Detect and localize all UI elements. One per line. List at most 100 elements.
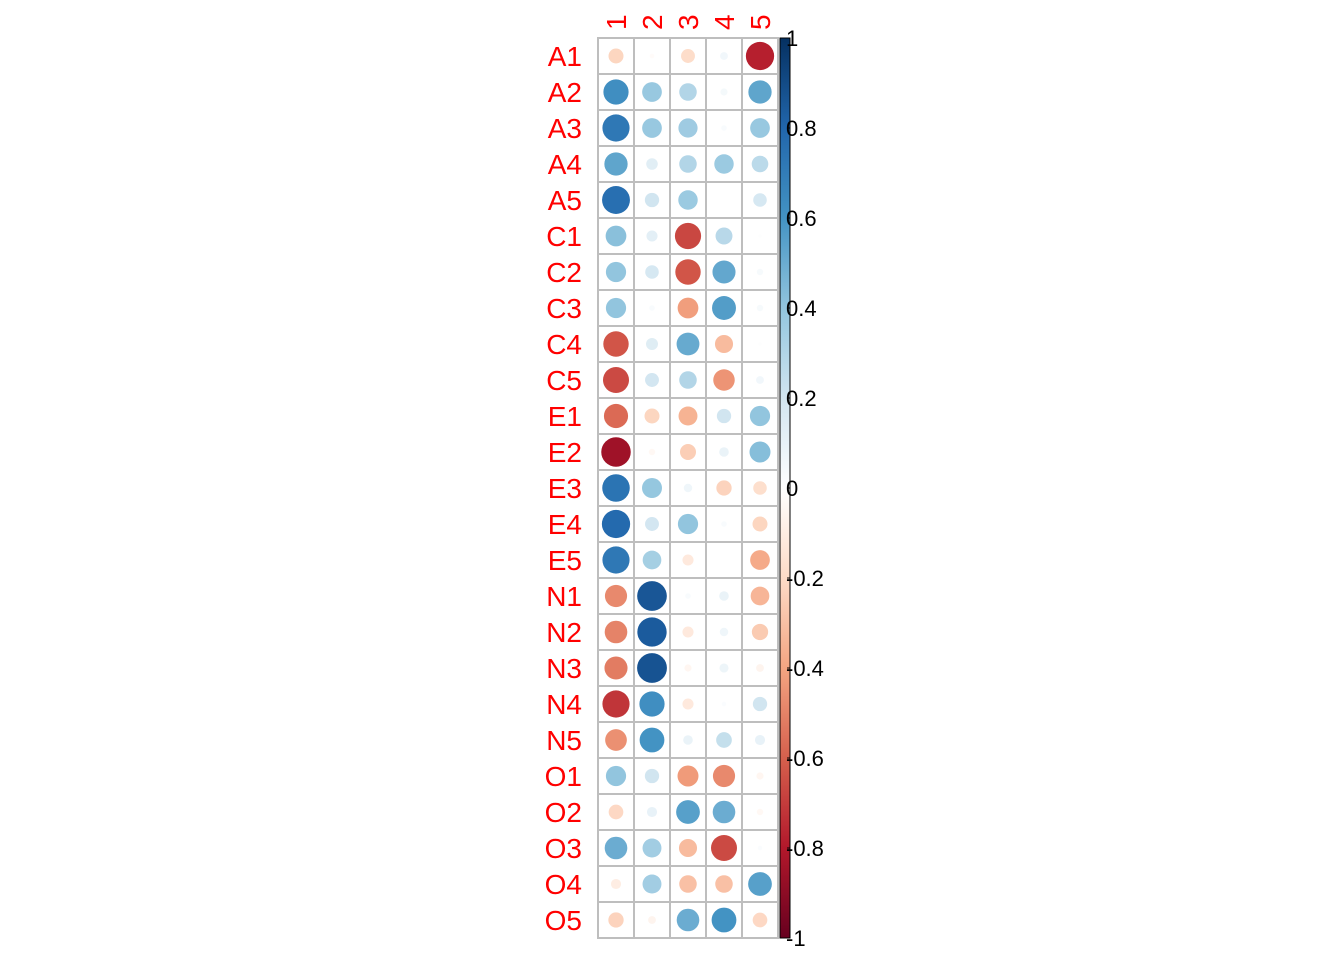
- colorbar-tick-label: 0.6: [786, 206, 817, 231]
- corr-circle-E4-4: [721, 521, 727, 527]
- corr-circle-O1-4: [712, 764, 736, 788]
- corr-circle-A2-2: [642, 82, 662, 102]
- column-label: 5: [745, 14, 776, 30]
- corr-circle-A3-5: [750, 118, 770, 138]
- row-label: O5: [545, 905, 582, 936]
- corr-circle-C2-4: [712, 260, 736, 284]
- corr-circle-O2-1: [608, 804, 624, 820]
- corr-circle-O4-3: [679, 875, 697, 893]
- row-label: N2: [546, 617, 582, 648]
- corr-circle-C3-3: [677, 297, 699, 319]
- corr-circle-O4-1: [610, 878, 622, 890]
- corr-circle-C4-1: [603, 331, 629, 357]
- corr-circle-E1-2: [644, 408, 660, 424]
- corr-circle-O5-4: [711, 907, 737, 933]
- corr-circle-C5-1: [603, 367, 629, 393]
- colorbar-tick-label: 0.2: [786, 386, 817, 411]
- row-label: N5: [546, 725, 582, 756]
- corr-circle-C3-2: [649, 305, 655, 311]
- corr-circle-C4-4: [714, 334, 734, 354]
- row-label: O1: [545, 761, 582, 792]
- row-label: E2: [548, 437, 582, 468]
- corr-circle-O1-2: [644, 768, 660, 784]
- row-label: A2: [548, 77, 582, 108]
- corr-circle-C2-5: [756, 268, 764, 276]
- corr-circle-A2-5: [748, 80, 772, 104]
- corr-circle-A3-3: [678, 118, 698, 138]
- corr-circle-C5-4: [713, 369, 735, 391]
- corr-circle-C2-2: [645, 265, 659, 279]
- corr-circle-C1-3: [674, 222, 702, 250]
- corr-circle-E2-5: [749, 441, 771, 463]
- corr-circle-E5-3: [682, 554, 694, 566]
- corr-circle-C1-5: [758, 234, 762, 238]
- corr-circle-N4-5: [752, 696, 768, 712]
- row-label: A5: [548, 185, 582, 216]
- corr-circle-O2-2: [646, 806, 658, 818]
- corr-circle-C5-3: [679, 371, 697, 389]
- corr-circle-A1-5: [745, 41, 775, 71]
- corr-circle-O3-5: [757, 845, 763, 851]
- colorbar-tick-label: 0: [786, 476, 798, 501]
- corr-circle-E2-4: [719, 447, 729, 457]
- corr-circle-A1-4: [720, 52, 728, 60]
- row-label: E1: [548, 401, 582, 432]
- grid-cell: [741, 901, 779, 939]
- corr-circle-N4-2: [639, 691, 665, 717]
- corr-circle-E1-5: [749, 405, 771, 427]
- row-label: A4: [548, 149, 582, 180]
- corr-circle-O1-5: [756, 772, 764, 780]
- corr-circle-A3-1: [602, 114, 630, 142]
- colorbar-tick-label: -0.4: [786, 656, 824, 681]
- corr-circle-C3-1: [605, 297, 627, 319]
- corr-circle-A4-1: [604, 152, 628, 176]
- corr-circle-A4-3: [679, 155, 697, 173]
- row-label: E3: [548, 473, 582, 504]
- corr-circle-N3-5: [756, 664, 764, 672]
- corr-circle-C2-3: [675, 259, 701, 285]
- corr-circle-A4-2: [646, 158, 658, 170]
- corr-circle-E1-3: [678, 406, 698, 426]
- corr-circle-E2-3: [680, 444, 696, 460]
- corr-circle-A2-4: [720, 88, 728, 96]
- corr-circle-A3-4: [721, 125, 727, 131]
- corr-circle-E3-4: [716, 480, 732, 496]
- corr-circle-C3-5: [756, 304, 764, 312]
- corr-circle-A4-5: [751, 155, 769, 173]
- corr-circle-C4-3: [676, 332, 700, 356]
- row-label: E4: [548, 509, 582, 540]
- corr-circle-A5-3: [678, 190, 698, 210]
- corr-circle-O4-2: [642, 874, 662, 894]
- corr-circle-O5-1: [608, 912, 624, 928]
- colorbar-tick-label: 1: [786, 26, 798, 51]
- grid: [597, 37, 779, 939]
- corr-circle-A1-2: [649, 53, 655, 59]
- corr-circle-E2-1: [601, 437, 631, 467]
- column-label: 4: [709, 14, 740, 30]
- corr-circle-N1-3: [685, 593, 691, 599]
- corr-circle-N1-4: [719, 591, 729, 601]
- row-label: N1: [546, 581, 582, 612]
- corr-circle-E1-4: [716, 408, 732, 424]
- corr-circle-N5-3: [683, 735, 693, 745]
- corr-circle-C1-2: [646, 230, 658, 242]
- grid-cell: [705, 181, 743, 219]
- corr-circle-A1-3: [681, 49, 695, 63]
- corr-circle-A5-5: [753, 193, 767, 207]
- corr-circle-E3-1: [602, 474, 630, 502]
- corr-circle-O1-3: [677, 765, 699, 787]
- corr-circle-O2-3: [676, 800, 700, 824]
- corr-circle-A2-3: [679, 83, 697, 101]
- labels: A1 A2 A3 A4 A5 C1 C2 C3 C4 C5 E1 E2 E3 E4 E5 N1 N2 N3 N4 N5…: [545, 14, 776, 936]
- corr-circle-C4-5: [758, 342, 762, 346]
- grid-cell: [705, 541, 743, 579]
- corr-circle-N3-1: [604, 656, 628, 680]
- column-label: 3: [673, 14, 704, 30]
- row-label: A1: [548, 41, 582, 72]
- corr-circle-E5-1: [602, 546, 630, 574]
- corr-circle-N3-3: [684, 664, 692, 672]
- colorbar-tick-label: -0.6: [786, 746, 824, 771]
- corr-circle-E5-5: [750, 550, 770, 570]
- row-label: N3: [546, 653, 582, 684]
